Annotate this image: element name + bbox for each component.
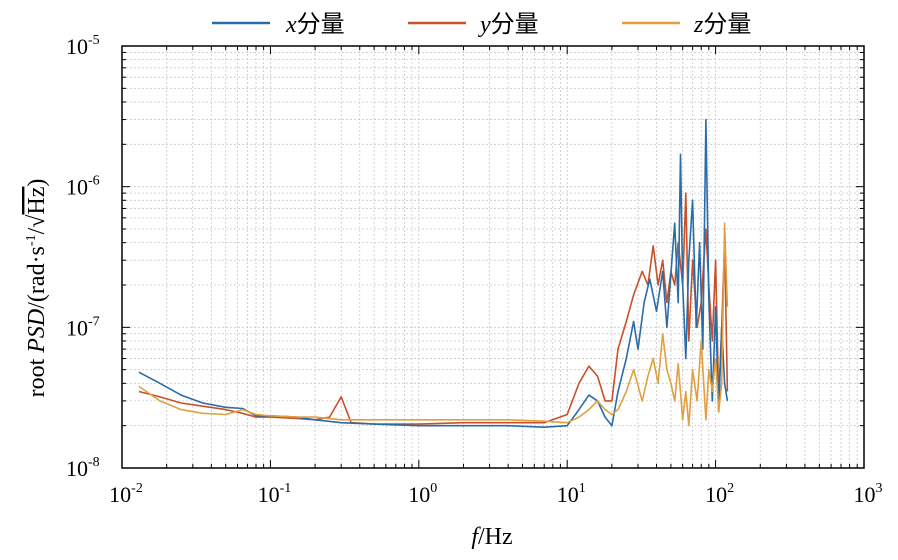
ticks [121,46,864,469]
y-tick-labels: 10-8 10-7 10-6 10-5 [66,33,100,481]
x-tick-label: 101 [557,481,586,507]
x-axis-title: f/Hz [471,524,512,550]
legend-item-z: z分量 [622,11,751,38]
legend-item-x: x分量 [212,11,345,38]
series-line-z [138,222,729,427]
legend-label-z: z分量 [693,11,751,38]
y-axis-title-text: root PSD/(rad·s-1/√Hz) [24,179,50,398]
y-tick-label: 10-6 [66,174,100,200]
series-line-x [138,118,729,428]
x-tick-label: 10-2 [109,481,143,507]
legend-label-y: y分量 [478,11,539,38]
x-tick-label: 10-1 [258,481,292,507]
series-line-y [138,192,729,425]
legend: x分量 y分量 z分量 [212,11,751,38]
legend-item-y: y分量 [408,11,539,38]
x-tick-label: 102 [705,481,734,507]
y-tick-label: 10-8 [66,455,100,481]
series-layer [138,118,729,428]
x-tick-label: 103 [854,481,883,507]
plot-frame [121,45,865,469]
legend-label-x: x分量 [285,11,345,38]
x-tick-label: 100 [408,481,437,507]
grid [122,46,864,468]
x-tick-labels: 10-2 10-1 100 101 102 103 [109,481,882,507]
y-tick-label: 10-5 [66,33,100,59]
y-axis-title: root PSD/(rad·s-1/√Hz) [24,179,50,398]
y-tick-label: 10-7 [66,314,100,340]
